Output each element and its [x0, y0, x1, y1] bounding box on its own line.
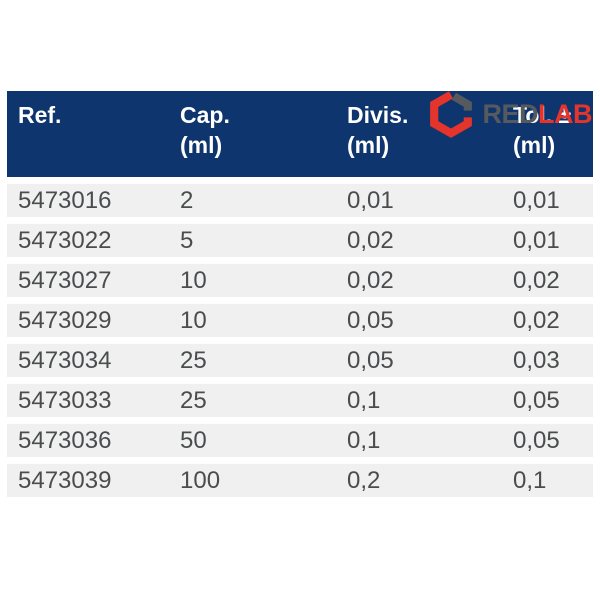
col-header-cap-line1: Cap. [180, 102, 230, 128]
header-row: Ref. Cap. (ml) Divis. (ml) Tol. ± (ml) [7, 91, 593, 177]
table-row: 5473036 50 0,1 0,05 [7, 424, 593, 457]
table-row: 5473029 10 0,05 0,02 [7, 304, 593, 337]
cell-cap: 25 [180, 384, 347, 417]
cell-divis: 0,1 [347, 384, 513, 417]
table-row: 5473016 2 0,01 0,01 [7, 184, 593, 217]
cell-tol: 0,05 [513, 384, 593, 417]
col-header-ref: Ref. [7, 91, 180, 177]
cell-tol: 0,1 [513, 464, 593, 497]
cell-ref: 5473033 [7, 384, 180, 417]
cell-cap: 2 [180, 184, 347, 217]
product-spec-table: Ref. Cap. (ml) Divis. (ml) Tol. ± (ml) 5… [7, 84, 593, 504]
cell-divis: 0,05 [347, 344, 513, 377]
cell-tol: 0,05 [513, 424, 593, 457]
cell-ref: 5473039 [7, 464, 180, 497]
col-header-cap: Cap. (ml) [180, 91, 347, 177]
cell-divis: 0,2 [347, 464, 513, 497]
cell-ref: 5473016 [7, 184, 180, 217]
cell-ref: 5473022 [7, 224, 180, 257]
cell-ref: 5473034 [7, 344, 180, 377]
cell-tol: 0,03 [513, 344, 593, 377]
cell-divis: 0,02 [347, 224, 513, 257]
col-header-tol: Tol. ± (ml) [513, 91, 593, 177]
cell-tol: 0,02 [513, 304, 593, 337]
col-header-divis-line1: Divis. [347, 102, 409, 128]
redlab-logo: REDLAB [426, 90, 593, 138]
cell-cap: 10 [180, 264, 347, 297]
redlab-hexagon-icon [430, 91, 473, 138]
table-header: Ref. Cap. (ml) Divis. (ml) Tol. ± (ml) [7, 91, 593, 177]
table-row: 5473034 25 0,05 0,03 [7, 344, 593, 377]
logo-text-lab: LAB [538, 99, 593, 129]
cell-divis: 0,02 [347, 264, 513, 297]
cell-ref: 5473036 [7, 424, 180, 457]
cell-tol: 0,01 [513, 224, 593, 257]
cell-ref: 5473029 [7, 304, 180, 337]
cell-tol: 0,01 [513, 184, 593, 217]
cell-cap: 100 [180, 464, 347, 497]
col-header-cap-line2: (ml) [180, 132, 223, 158]
cell-cap: 50 [180, 424, 347, 457]
logo-text-red: RED [482, 99, 538, 129]
cell-cap: 5 [180, 224, 347, 257]
table-row: 5473033 25 0,1 0,05 [7, 384, 593, 417]
col-header-ref-line1: Ref. [18, 102, 62, 128]
cell-divis: 0,01 [347, 184, 513, 217]
table-row: 5473022 5 0,02 0,01 [7, 224, 593, 257]
cell-divis: 0,05 [347, 304, 513, 337]
cell-cap: 25 [180, 344, 347, 377]
table-row: 5473027 10 0,02 0,02 [7, 264, 593, 297]
cell-tol: 0,02 [513, 264, 593, 297]
cell-divis: 0,1 [347, 424, 513, 457]
table-body: 5473016 2 0,01 0,01 5473022 5 0,02 0,01 … [7, 184, 593, 497]
col-header-divis: Divis. (ml) [347, 91, 513, 177]
cell-cap: 10 [180, 304, 347, 337]
cell-ref: 5473027 [7, 264, 180, 297]
col-header-tol-line1: Tol. ± [513, 102, 572, 128]
logo-wordmark: REDLAB [482, 90, 592, 138]
col-header-divis-line2: (ml) [347, 132, 390, 158]
table-row: 5473039 100 0,2 0,1 [7, 464, 593, 497]
col-header-tol-line2: (ml) [513, 132, 556, 158]
